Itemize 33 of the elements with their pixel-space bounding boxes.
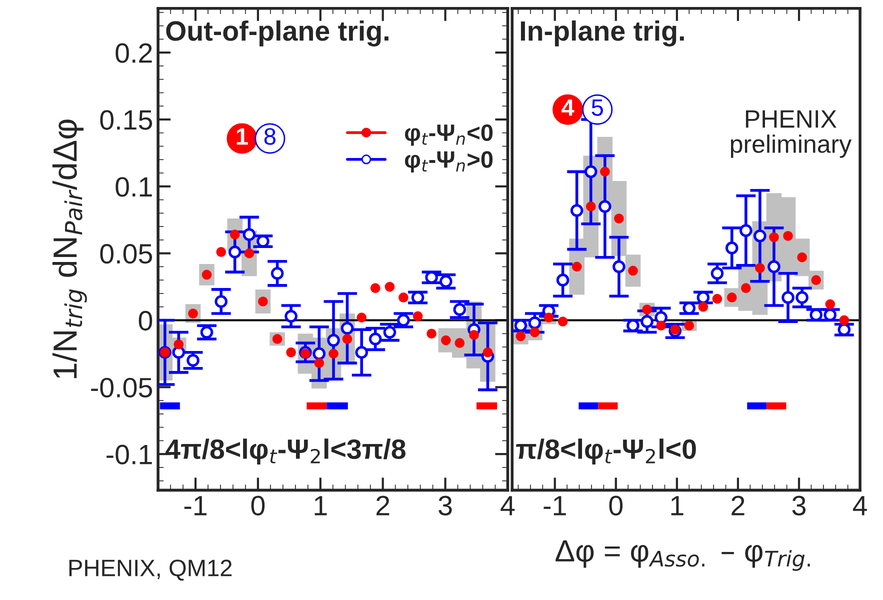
annotation: 5 [592,99,603,116]
x-tick-label: 2 [732,496,744,516]
y-tick-label: -0.05 [91,378,152,398]
x-tick-label: 3 [792,496,806,516]
y-axis-title: 1/N$_{trig}$ dN$_{Pair}$/dΔφ [52,120,87,378]
legend-label: φ$_{t}$-Ψ$_{n}$<0 [404,124,493,146]
y-tick-label: 0.2 [116,43,152,63]
annotation: 1 [236,128,248,145]
x-tick-label: 4 [500,496,515,516]
x-tick-label: 1 [671,496,684,516]
x-tick-label: 2 [376,496,390,516]
annotation: 4 [562,99,574,116]
x-tick-label: 3 [438,496,452,516]
x-tick-label: 1 [314,496,327,516]
x-axis-title: Δφ = φ$_{Asso.}$ – φ$_{Trig.}$ [556,540,810,571]
y-tick-label: 0 [138,310,152,331]
x-tick-label: -1 [544,496,566,516]
x-tick-label: 0 [251,496,265,516]
x-tick-label: 4 [852,496,867,516]
annotation: π/8<lφ$_{t}$-Ψ$_{2}$l<0 [516,438,696,464]
chart-title: In-plane trig. [520,20,684,46]
legend-label: φ$_{t}$-Ψ$_{n}$>0 [404,151,493,173]
y-tick-label: 0.1 [116,177,152,197]
annotation: 8 [264,128,276,145]
x-tick-label: 0 [609,496,623,516]
y-tick-label: 0.05 [100,244,152,264]
x-tick-label: -1 [184,496,207,516]
text: PHENIX, QM12 [69,560,232,581]
y-tick-label: 0.15 [100,110,152,130]
y-tick-label: -0.1 [106,444,152,464]
annotation: 4π/8<lφ$_{t}$-Ψ$_{2}$l<3π/8 [165,438,406,464]
chart-title: Out-of-plane trig. [166,20,388,46]
annotation: PHENIX preliminary [730,110,852,158]
